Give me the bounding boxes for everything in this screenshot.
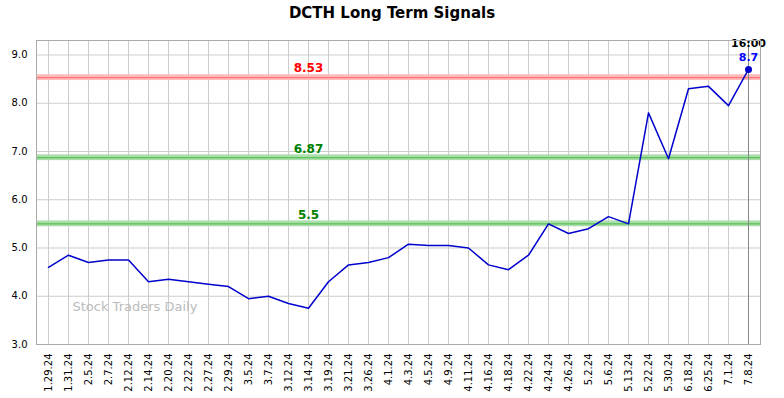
svg-text:7.1.24: 7.1.24 xyxy=(723,354,734,386)
svg-text:3.19.24: 3.19.24 xyxy=(323,354,334,392)
svg-text:5.2.24: 5.2.24 xyxy=(583,354,594,386)
svg-text:4.11.24: 4.11.24 xyxy=(463,354,474,392)
svg-text:7.0: 7.0 xyxy=(12,146,28,157)
svg-text:6.0: 6.0 xyxy=(12,194,28,205)
svg-text:4.22.24: 4.22.24 xyxy=(523,354,534,392)
svg-text:3.5.24: 3.5.24 xyxy=(243,354,254,386)
svg-text:16:00: 16:00 xyxy=(731,37,766,50)
svg-text:6.87: 6.87 xyxy=(294,142,324,156)
svg-text:4.1.24: 4.1.24 xyxy=(383,354,394,386)
svg-text:3.12.24: 3.12.24 xyxy=(283,354,294,392)
svg-text:3.14.24: 3.14.24 xyxy=(303,354,314,392)
svg-text:5.5: 5.5 xyxy=(298,208,319,222)
svg-text:3.7.24: 3.7.24 xyxy=(263,354,274,386)
svg-text:3.26.24: 3.26.24 xyxy=(363,354,374,392)
svg-text:4.0: 4.0 xyxy=(12,290,28,301)
svg-text:8.0: 8.0 xyxy=(12,97,28,108)
svg-text:5.22.24: 5.22.24 xyxy=(643,354,654,392)
svg-text:4.26.24: 4.26.24 xyxy=(563,354,574,392)
svg-text:2.29.24: 2.29.24 xyxy=(223,354,234,392)
svg-text:2.22.24: 2.22.24 xyxy=(183,354,194,392)
svg-text:5.0: 5.0 xyxy=(12,242,28,253)
svg-text:8.53: 8.53 xyxy=(294,61,324,75)
svg-text:Stock Traders Daily: Stock Traders Daily xyxy=(73,299,198,314)
svg-text:4.3.24: 4.3.24 xyxy=(403,354,414,386)
svg-text:1.31.24: 1.31.24 xyxy=(63,354,74,392)
svg-text:2.12.24: 2.12.24 xyxy=(123,354,134,392)
svg-text:6.25.24: 6.25.24 xyxy=(703,354,714,392)
svg-text:9.0: 9.0 xyxy=(12,49,28,60)
svg-text:7.8.24: 7.8.24 xyxy=(743,354,754,386)
svg-text:4.16.24: 4.16.24 xyxy=(483,354,494,392)
svg-text:4.9.24: 4.9.24 xyxy=(443,354,454,386)
svg-text:6.18.24: 6.18.24 xyxy=(683,354,694,392)
svg-text:5.30.24: 5.30.24 xyxy=(663,354,674,392)
html-text:DCTH Long Term Signals: DCTH Long Term Signals xyxy=(288,4,496,22)
svg-text:2.5.24: 2.5.24 xyxy=(83,354,94,386)
svg-text:8.7: 8.7 xyxy=(739,51,759,64)
svg-text:4.5.24: 4.5.24 xyxy=(423,354,434,386)
svg-text:5.6.24: 5.6.24 xyxy=(603,354,614,386)
svg-text:4.18.24: 4.18.24 xyxy=(503,354,514,392)
svg-text:2.7.24: 2.7.24 xyxy=(103,354,114,386)
svg-text:3.0: 3.0 xyxy=(12,339,28,350)
svg-text:2.14.24: 2.14.24 xyxy=(143,354,154,392)
svg-text:1.29.24: 1.29.24 xyxy=(43,354,54,392)
svg-text:2.27.24: 2.27.24 xyxy=(203,354,214,392)
svg-text:4.24.24: 4.24.24 xyxy=(543,354,554,392)
svg-text:2.20.24: 2.20.24 xyxy=(163,354,174,392)
svg-text:5.13.24: 5.13.24 xyxy=(623,354,634,392)
svg-text:3.21.24: 3.21.24 xyxy=(343,354,354,392)
